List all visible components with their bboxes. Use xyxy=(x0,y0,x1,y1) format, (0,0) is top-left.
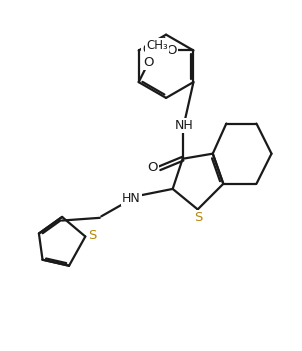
Text: CH₃: CH₃ xyxy=(142,44,164,57)
Text: O: O xyxy=(143,56,154,69)
Text: S: S xyxy=(194,211,202,224)
Text: HN: HN xyxy=(122,192,141,205)
Text: O: O xyxy=(166,44,177,57)
Text: NH: NH xyxy=(175,119,194,132)
Text: CH₃: CH₃ xyxy=(146,39,168,52)
Text: S: S xyxy=(88,230,96,243)
Text: O: O xyxy=(148,161,158,174)
